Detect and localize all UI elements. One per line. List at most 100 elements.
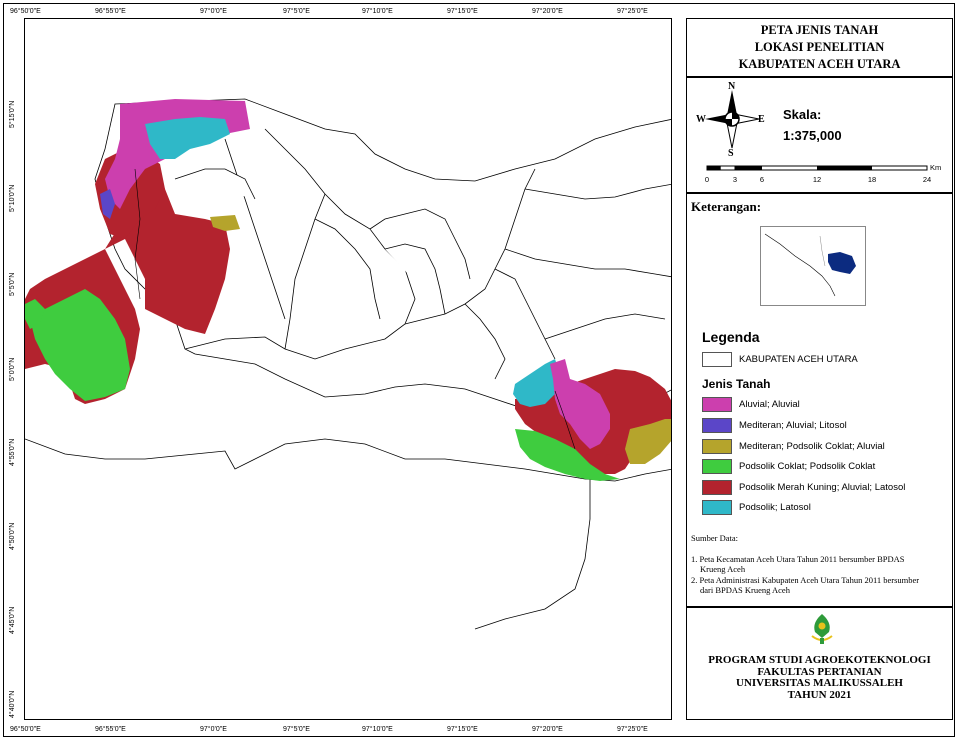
institution-panel: PROGRAM STUDI AGROEKOTEKNOLOGI FAKULTAS … xyxy=(686,607,953,720)
soil-mpa-small xyxy=(210,215,240,231)
scale-bar-segment xyxy=(707,166,721,170)
legend-swatch xyxy=(702,439,732,454)
institution-line: FAKULTAS PERTANIAN xyxy=(757,665,882,678)
source-item: Krueng Aceh xyxy=(700,564,746,574)
lon-label: 97°10'0"E xyxy=(362,726,393,733)
soil-line xyxy=(134,168,141,300)
legend-panel: Keterangan: Legenda KABUPATEN ACEH UTARA… xyxy=(686,193,953,607)
source-item: 2. Peta Administrasi Kabupaten Aceh Utar… xyxy=(691,575,920,585)
soil-legend-title: Jenis Tanah xyxy=(702,377,771,391)
legend-label: Aluvial; Aluvial xyxy=(739,399,800,410)
lon-label: 97°5'0"E xyxy=(283,726,310,733)
legend-title: Legenda xyxy=(702,329,760,345)
district-line xyxy=(184,128,416,360)
title-panel: PETA JENIS TANAH LOKASI PENELITIAN KABUP… xyxy=(686,18,953,77)
scale-tick: 18 xyxy=(867,175,877,184)
scale-tick: 0 xyxy=(704,175,710,184)
lon-label: 96°55'0"E xyxy=(95,8,126,15)
lon-label: 97°20'0"E xyxy=(532,8,563,15)
legend-swatch xyxy=(702,418,732,433)
inset-boundary xyxy=(819,235,826,267)
soil-aluvial-se xyxy=(550,359,610,449)
inset-map xyxy=(760,226,866,306)
scale-value: 1:375,000 xyxy=(783,128,842,143)
compass-point-west xyxy=(705,114,730,124)
scale-tick: 24 xyxy=(922,175,932,184)
compass-quadrant xyxy=(732,112,739,119)
legend-swatch xyxy=(702,397,732,412)
lat-label: 4°55'0"N xyxy=(9,438,16,466)
lon-label: 97°25'0"E xyxy=(617,726,648,733)
legend-label: Podsolik Merah Kuning; Aluvial; Latosol xyxy=(739,482,906,493)
district-line xyxy=(369,208,471,280)
scale-unit: Km xyxy=(930,163,942,172)
soil-line xyxy=(554,390,576,450)
legend-swatch xyxy=(702,459,732,474)
scale-bar-segment xyxy=(734,166,762,170)
scale-label: Skala: xyxy=(783,107,822,122)
lon-label: 97°0'0"E xyxy=(200,8,227,15)
district-line xyxy=(494,268,556,360)
inset-region xyxy=(828,252,856,274)
compass-n-label: N xyxy=(728,81,736,92)
institution-line: TAHUN 2021 xyxy=(787,688,852,701)
scale-tick: 12 xyxy=(812,175,822,184)
lon-label: 97°15'0"E xyxy=(447,726,478,733)
institution-text: PROGRAM STUDI AGROEKOTEKNOLOGI FAKULTAS … xyxy=(687,654,952,701)
map-frame xyxy=(3,3,955,737)
compass-quadrant xyxy=(725,119,732,126)
lon-label: 97°15'0"E xyxy=(447,8,478,15)
logo-dot xyxy=(818,622,826,630)
district-line xyxy=(25,438,671,482)
lon-label: 96°50'0"E xyxy=(10,726,41,733)
legend-swatch xyxy=(702,480,732,495)
district-line xyxy=(464,303,506,380)
soil-polygons xyxy=(25,99,671,481)
district-line xyxy=(544,313,666,340)
legend-label: Podsolik; Latosol xyxy=(739,502,811,513)
map-title-line: KABUPATEN ACEH UTARA xyxy=(738,57,901,71)
legend-label: Podsolik Coklat; Podsolik Coklat xyxy=(739,461,876,472)
soil-pc-west xyxy=(30,289,130,401)
lon-label: 97°0'0"E xyxy=(200,726,227,733)
legend-swatch xyxy=(702,500,732,515)
north-arrow-icon xyxy=(705,90,760,149)
university-logo-icon xyxy=(811,614,833,644)
scale-tick: 3 xyxy=(732,175,738,184)
map-canvas[interactable] xyxy=(24,18,672,720)
district-line xyxy=(504,248,671,278)
soil-pc-west-2 xyxy=(25,299,45,329)
district-line xyxy=(524,183,671,200)
lat-label: 4°40'0"N xyxy=(9,690,16,718)
soil-mpa-se xyxy=(625,419,671,464)
scale-bar-segment xyxy=(817,166,872,170)
compass-w-label: W xyxy=(696,114,706,125)
compass-point-north xyxy=(727,90,737,115)
keterangan-title: Keterangan: xyxy=(691,199,762,214)
lon-label: 96°55'0"E xyxy=(95,726,126,733)
map-svg xyxy=(25,98,671,630)
legend-label: Mediteran; Podsolik Coklat; Aluvial xyxy=(739,441,885,452)
district-line xyxy=(174,168,256,200)
scale-tick: 6 xyxy=(759,175,765,184)
lat-label: 5°0'0"N xyxy=(9,357,16,381)
lat-label: 5°5'0"N xyxy=(9,272,16,296)
soil-pc-se xyxy=(515,429,620,481)
lon-label: 96°50'0"E xyxy=(10,8,41,15)
district-line xyxy=(284,193,326,350)
legend-label: Mediteran; Aluvial; Litosol xyxy=(739,420,847,431)
lat-label: 4°50'0"N xyxy=(9,522,16,550)
institution-line: UNIVERSITAS MALIKUSSALEH xyxy=(736,677,903,689)
lat-label: 4°45'0"N xyxy=(9,606,16,634)
lon-label: 97°5'0"E xyxy=(283,8,310,15)
district-line xyxy=(474,479,591,630)
logo-stem xyxy=(820,638,824,644)
district-line xyxy=(224,138,286,320)
legend-swatch xyxy=(702,352,732,367)
sources-title: Sumber Data: xyxy=(691,533,738,543)
source-item: dari BPDAS Krueng Aceh xyxy=(700,585,790,595)
scale-bar xyxy=(706,165,928,171)
lat-label: 5°15'0"N xyxy=(9,100,16,128)
lon-label: 97°20'0"E xyxy=(532,726,563,733)
institution-line: PROGRAM STUDI AGROEKOTEKNOLOGI xyxy=(708,654,931,666)
